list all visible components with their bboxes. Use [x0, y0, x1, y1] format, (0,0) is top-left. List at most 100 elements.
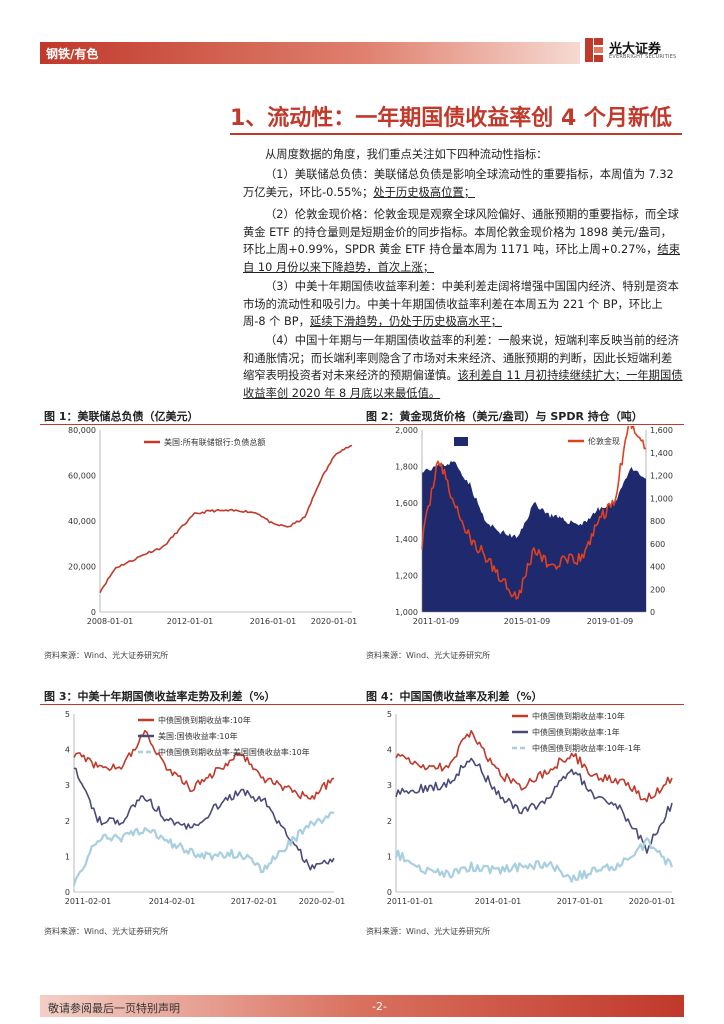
x-tick-label: 2014-01-01 — [475, 897, 522, 906]
x-tick-label: 2020-01-01 — [629, 897, 676, 906]
y-tick-label: 2 — [65, 817, 70, 826]
figure-2-source: 资料来源：Wind、光大证券研究所 — [366, 651, 491, 660]
x-tick-label: 2014-02-01 — [149, 897, 196, 906]
y-tick-label: 2 — [387, 817, 392, 826]
chart-gold-spdr: 0 200 400 600 800 1,000 1,200 1,400 1,600 1,000 1,… — [395, 426, 673, 626]
right-tick-label: 200 — [650, 585, 665, 594]
series-us10y-line — [73, 767, 335, 871]
legend-us10y: 美国:国债收益率:10年 — [158, 731, 238, 741]
y-tick-label: 1,200 — [395, 572, 418, 581]
p3-text: （3）中美十年期国债收益率利差：中美利差走阔将增强中国国内经济、特别是资本市场的… — [243, 280, 679, 328]
figure-3-title: 图 3：中美十年期国债收益率走势及利差（%） — [44, 690, 276, 703]
series-gold-line — [421, 426, 647, 600]
series-cn10y-line — [395, 729, 673, 803]
page-number: -2- — [372, 1000, 387, 1013]
x-tick-label: 2015-01-09 — [504, 617, 551, 626]
series-spdr-area — [422, 460, 646, 612]
y-tick-label: 2,000 — [395, 426, 418, 435]
figure-4-rule — [362, 704, 684, 705]
figure-1-source: 资料来源：Wind、光大证券研究所 — [44, 651, 169, 660]
y-tick-label: 0 — [91, 608, 96, 617]
y-tick-label: 1,800 — [395, 462, 418, 471]
p4-text: （4）中国十年期与一年期国债收益率的利差：一般来说，短端利率反映当前的经济和通胀… — [243, 334, 679, 382]
y-tick-label: 80,000 — [68, 426, 96, 435]
right-tick-label: 800 — [650, 517, 665, 526]
legend-cn10y: 中债国债到期收益率:10年 — [158, 715, 251, 725]
right-tick-label: 1,600 — [650, 426, 673, 435]
title-divider — [230, 133, 682, 135]
figure-1-rule — [40, 424, 362, 425]
y-tick-label: 60,000 — [68, 472, 96, 481]
series-cn1y-line — [395, 757, 673, 854]
series-cn10y-line — [73, 729, 335, 800]
legend-cn-us-spread: 中债国债到期收益率-美国国债收益率:10年 — [158, 747, 310, 757]
y-tick-label: 0 — [65, 888, 70, 897]
p2-text: （2）伦敦金现价格：伦敦金现是观察全球风险偏好、通胀预期的重要指标，而全球黄金 … — [243, 208, 679, 256]
chart-fed-balance-sheet: 0 20,000 40,000 60,000 80,000 2008-01-01 2012-… — [68, 426, 358, 626]
right-tick-label: 1,200 — [650, 472, 673, 481]
chart-cn-us-yield: 0 1 2 3 4 5 2011-02-01 2014-02-01 2017-02-01 2020… — [65, 710, 346, 906]
x-tick-label: 2011-01-01 — [387, 897, 434, 906]
p2-highlight: 结束自 10 月份以来下降趋势，首次上涨； — [243, 243, 681, 274]
x-tick-label: 2017-02-01 — [231, 897, 278, 906]
y-tick-label: 3 — [387, 781, 392, 790]
x-tick-label: 2017-01-01 — [557, 897, 604, 906]
figure-4-source: 资料来源：Wind、光大证券研究所 — [366, 927, 491, 936]
x-tick-label: 2012-01-01 — [167, 617, 214, 626]
y-tick-label: 1,600 — [395, 499, 418, 508]
p1-text: （1）美联储总负债：美联储总负债是影响全球流动性的重要指标，本周值为 7.32 … — [243, 168, 674, 199]
x-tick-label: 2020-02-01 — [299, 897, 346, 906]
right-tick-label: 0 — [650, 608, 655, 617]
y-tick-label: 1,400 — [395, 535, 418, 544]
y-tick-label: 0 — [387, 888, 392, 897]
series-cn-10y-1y-spread-line — [394, 837, 674, 883]
series-fed-liabilities-line — [99, 444, 353, 594]
intro-text: 从周度数据的角度，我们重点关注如下四种流动性指标： — [265, 148, 548, 161]
figure-1-title: 图 1：美联储总负债（亿美元） — [44, 410, 199, 423]
series-cn-us-spread-line — [72, 811, 335, 886]
legend-spdr-swatch — [454, 437, 468, 446]
legend-gold: 伦敦金现 — [588, 436, 620, 446]
chart-cn-yield-spread: 0 1 2 3 4 5 2011-01-01 2014-01-01 2017-01-01 2020… — [387, 710, 676, 906]
x-tick-label: 2020-01-01 — [311, 617, 358, 626]
p4-highlight: 该利差自 11 月初持续继续扩大；一年期国债收益率创 2020 年 8 月底以来… — [243, 369, 683, 400]
paragraph-2: （2）伦敦金现价格：伦敦金现是观察全球风险偏好、通胀预期的重要指标，而全球黄金 … — [243, 206, 683, 276]
x-tick-label: 2019-01-09 — [587, 617, 634, 626]
x-tick-label: 2011-02-01 — [65, 897, 112, 906]
right-tick-label: 400 — [650, 563, 665, 572]
legend-cn10y: 中债国债到期收益率:10年 — [532, 711, 625, 721]
footer-bar — [40, 995, 684, 1017]
y-tick-label: 1 — [65, 852, 70, 861]
figure-2-rule — [362, 424, 684, 425]
y-tick-label: 20,000 — [68, 563, 96, 572]
figure-2-title: 图 2：黄金现货价格（美元/盎司）与 SPDR 持仓（吨） — [366, 410, 643, 423]
legend-fed-liabilities: 美国:所有联储银行:负债总额 — [164, 437, 265, 447]
right-tick-label: 1,000 — [650, 494, 673, 503]
right-tick-label: 600 — [650, 540, 665, 549]
legend-spdr: SPDR:持仓量（右） — [472, 437, 544, 447]
brand-logo: 光大证券 EVERBRIGHT SECURITIES — [585, 36, 685, 66]
right-tick-label: 1,400 — [650, 449, 673, 458]
header-category: 钢铁/有色 — [46, 47, 99, 61]
y-tick-label: 40,000 — [68, 517, 96, 526]
x-tick-label: 2011-01-09 — [413, 617, 460, 626]
brand-logo-icon — [585, 38, 603, 62]
paragraph-1: （1）美联储总负债：美联储总负债是影响全球流动性的重要指标，本周值为 7.32 … — [243, 166, 683, 201]
brand-name: 光大证券 — [609, 42, 662, 57]
section-title: 1、流动性：一年期国债收益率创 4 个月新低 — [230, 106, 672, 131]
y-tick-label: 3 — [65, 781, 70, 790]
p1-highlight: 处于历史极高位置； — [373, 185, 476, 199]
legend-cn1y: 中债国债到期收益率:1年 — [532, 727, 620, 737]
y-tick-label: 4 — [387, 746, 392, 755]
y-tick-label: 5 — [387, 710, 392, 719]
y-tick-label: 4 — [65, 746, 70, 755]
brand-name-en: EVERBRIGHT SECURITIES — [609, 54, 677, 60]
footer-disclaimer: 敬请参阅最后一页特别声明 — [48, 1002, 180, 1015]
x-tick-label: 2008-01-01 — [87, 617, 134, 626]
header-bar: 钢铁/有色 — [40, 42, 580, 64]
y-tick-label: 1,000 — [395, 608, 418, 617]
p3-highlight: 延续下滑趋势，仍处于历史极高水平； — [309, 315, 502, 328]
y-tick-label: 1 — [387, 852, 392, 861]
figure-3-rule — [40, 704, 362, 705]
figure-3-source: 资料来源：Wind、光大证券研究所 — [44, 927, 169, 936]
